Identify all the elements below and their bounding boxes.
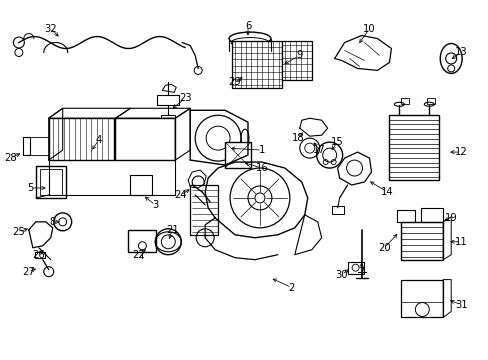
- Bar: [190, 185, 218, 235]
- Text: 25: 25: [13, 227, 25, 237]
- Bar: [421, 208, 442, 222]
- Text: 29: 29: [228, 77, 241, 87]
- Text: 13: 13: [454, 48, 467, 58]
- Bar: [128, 230, 156, 252]
- Bar: [427, 98, 434, 104]
- Bar: [224, 142, 250, 168]
- Bar: [49, 118, 113, 160]
- Text: 8: 8: [49, 217, 56, 227]
- Text: 31: 31: [454, 300, 467, 310]
- Bar: [130, 175, 152, 195]
- Text: 16: 16: [255, 163, 268, 173]
- Bar: [23, 137, 30, 155]
- Bar: [347, 262, 363, 274]
- Text: 28: 28: [4, 153, 17, 163]
- Bar: [281, 41, 311, 80]
- Text: 19: 19: [444, 213, 457, 223]
- Text: 24: 24: [174, 190, 186, 200]
- Text: 1: 1: [258, 145, 264, 155]
- Bar: [401, 280, 442, 318]
- Text: 20: 20: [377, 243, 390, 253]
- Bar: [401, 98, 408, 104]
- Text: 2: 2: [288, 283, 294, 293]
- Text: 17: 17: [313, 145, 325, 155]
- Bar: [35, 252, 45, 258]
- Bar: [115, 118, 175, 160]
- Text: 15: 15: [330, 137, 344, 147]
- Bar: [232, 41, 281, 88]
- Text: 18: 18: [291, 133, 304, 143]
- Bar: [331, 206, 343, 214]
- Bar: [401, 222, 442, 260]
- Text: 26: 26: [32, 250, 45, 260]
- Text: 3: 3: [152, 200, 158, 210]
- Text: 32: 32: [44, 24, 57, 33]
- Bar: [397, 210, 414, 222]
- Text: 30: 30: [335, 270, 347, 280]
- Text: 12: 12: [454, 147, 467, 157]
- Text: 21: 21: [165, 225, 178, 235]
- Text: 22: 22: [132, 250, 144, 260]
- Text: 6: 6: [244, 21, 251, 31]
- Text: 5: 5: [28, 183, 34, 193]
- Text: 7: 7: [358, 267, 364, 276]
- Text: 11: 11: [454, 237, 467, 247]
- Bar: [388, 115, 438, 180]
- Text: 10: 10: [363, 24, 375, 33]
- Bar: [40, 169, 61, 195]
- Bar: [36, 166, 65, 198]
- Bar: [161, 115, 175, 122]
- Text: 23: 23: [179, 93, 191, 103]
- Text: 27: 27: [22, 267, 35, 276]
- Text: 14: 14: [380, 187, 393, 197]
- Text: 9: 9: [296, 50, 303, 60]
- Text: 4: 4: [95, 135, 102, 145]
- Bar: [157, 95, 179, 105]
